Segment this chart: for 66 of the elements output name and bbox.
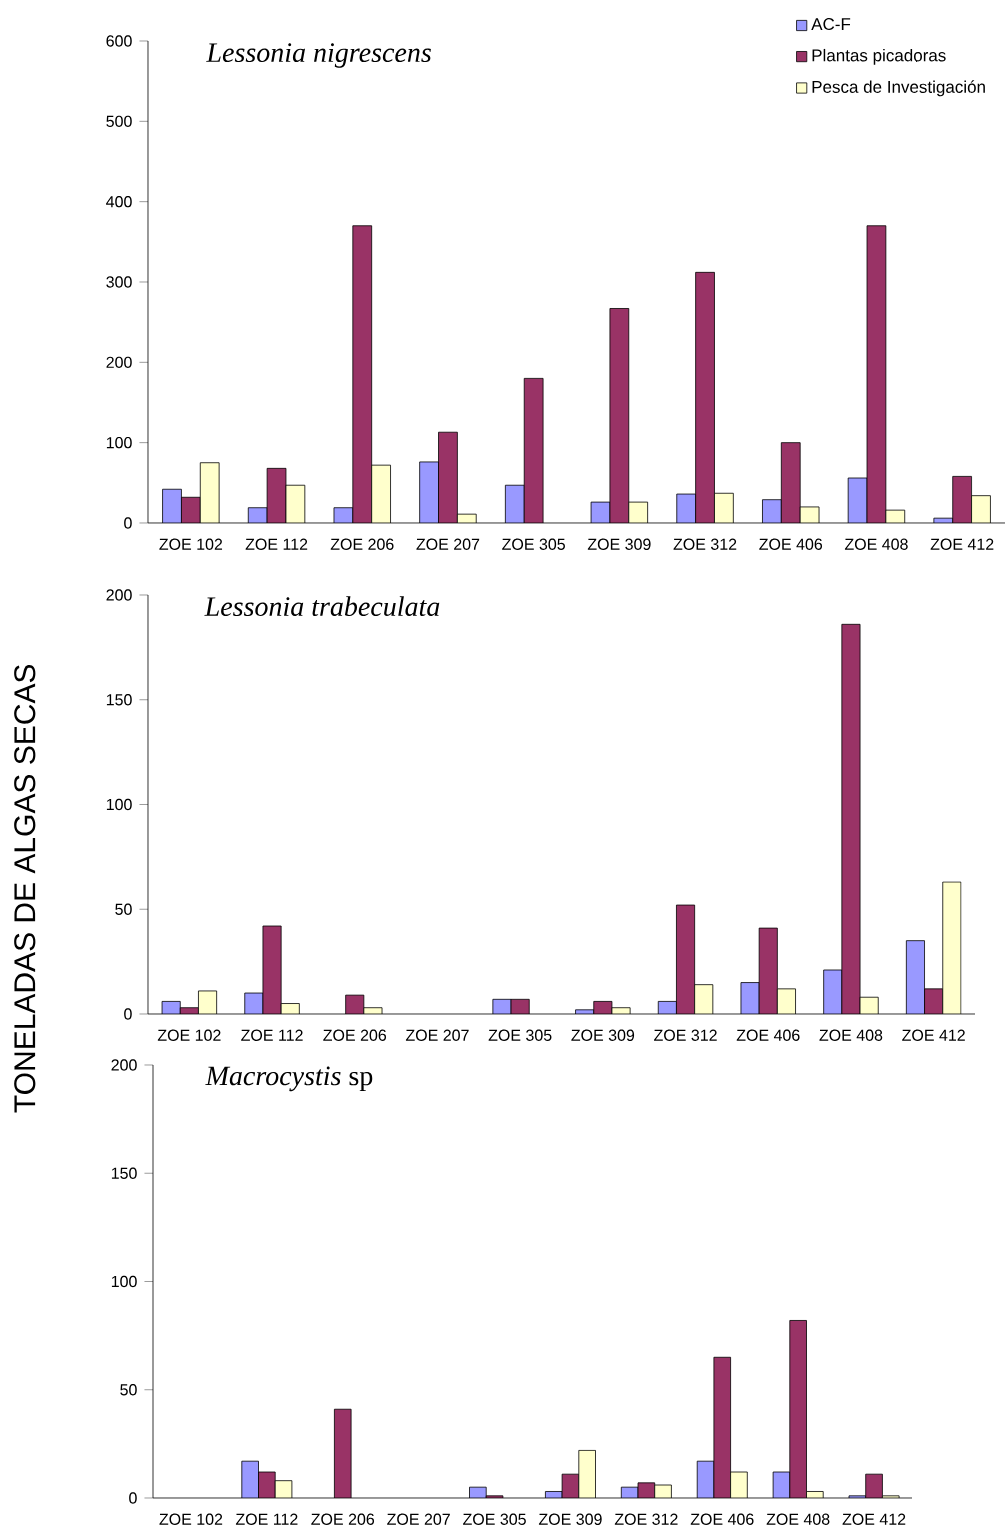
bar [781,442,801,523]
x-tick-label: ZOE 312 [614,1513,678,1525]
chart-title: Lessonia nigrescens [206,43,431,68]
x-tick-label: ZOE 102 [157,1029,221,1041]
x-tick-label: ZOE 112 [235,1513,298,1525]
x-tick-label: ZOE 206 [323,1029,387,1041]
y-tick-label: 50 [115,903,132,915]
chart-title: Macrocystis sp [205,1066,373,1092]
x-tick-label: ZOE 305 [488,1029,552,1041]
y-tick-label: 150 [111,1167,137,1179]
x-tick-label: ZOE 309 [538,1513,602,1525]
legend-label: Plantas picadoras [812,48,946,65]
x-tick-label: ZOE 207 [387,1513,450,1525]
x-tick-label: ZOE 112 [245,538,308,550]
x-tick-label: ZOE 309 [587,538,651,550]
x-tick-label: ZOE 206 [311,1513,375,1525]
x-tick-label: ZOE 412 [930,538,994,550]
bar [438,432,458,523]
bar [609,308,629,523]
x-tick-label: ZOE 412 [842,1513,906,1525]
bar [162,489,182,523]
y-tick-label: 300 [106,276,132,288]
y-tick-label: 50 [120,1384,137,1396]
x-tick-label: ZOE 408 [766,1513,830,1525]
legend-label: Pesca de Investigación [812,80,985,97]
bar [505,485,525,523]
bar [695,272,715,523]
y-tick-label: 0 [124,1008,132,1020]
y-tick-label: 200 [106,589,132,601]
y-tick-label: 200 [106,356,132,368]
x-tick-label: ZOE 206 [330,538,394,550]
x-tick-label: ZOE 207 [405,1029,469,1041]
x-tick-label: ZOE 102 [159,1513,223,1525]
x-tick-label: ZOE 412 [902,1029,965,1041]
x-tick-label: ZOE 305 [463,1513,526,1525]
x-tick-label: ZOE 406 [736,1029,800,1041]
y-tick-label: 100 [111,1275,137,1288]
x-tick-label: ZOE 408 [819,1029,883,1041]
x-tick-label: ZOE 312 [673,538,737,550]
x-tick-label: ZOE 112 [241,1029,303,1041]
x-tick-label: ZOE 406 [759,538,823,550]
x-tick-label: ZOE 312 [654,1029,717,1041]
x-tick-label: ZOE 207 [416,538,480,550]
y-tick-label: 0 [124,517,132,529]
x-tick-label: ZOE 406 [690,1513,754,1525]
x-tick-label: ZOE 102 [159,538,223,550]
bar [867,225,886,523]
y-axis-title: TONELADAS DE ALGAS SECAS [14,664,36,1113]
y-tick-label: 600 [106,35,132,47]
bar [762,499,782,523]
legend-label: AC-F [811,18,851,31]
y-tick-label: 500 [106,115,132,127]
chart-title: Lessonia trabeculata [204,596,440,617]
bar [419,461,439,523]
y-tick-label: 400 [106,196,132,208]
x-tick-label: ZOE 408 [844,538,908,550]
y-tick-label: 100 [106,798,132,811]
y-tick-label: 0 [129,1492,137,1504]
x-tick-label: ZOE 309 [571,1029,635,1041]
bar [352,225,372,523]
x-tick-label: ZOE 305 [502,538,565,550]
y-tick-label: 200 [111,1059,137,1071]
bar [578,1450,596,1498]
bar [952,475,972,523]
y-tick-label: 150 [106,694,132,706]
y-tick-label: 100 [106,437,132,449]
